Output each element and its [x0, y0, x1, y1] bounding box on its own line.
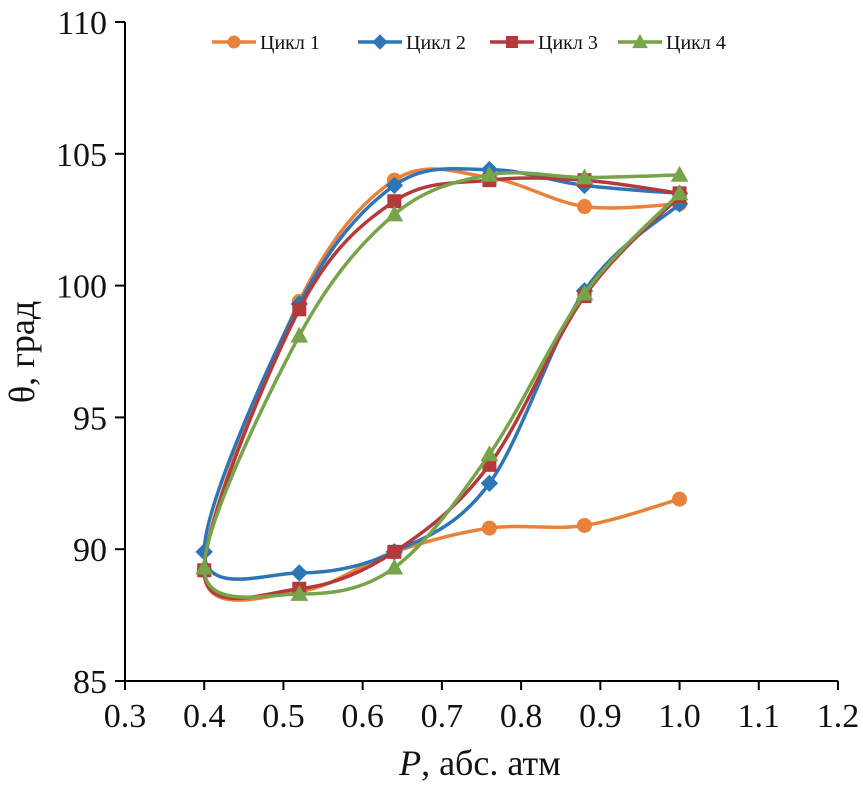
legend-item-1: Цикл 1	[212, 32, 320, 54]
y-tick-label: 110	[57, 5, 107, 42]
y-axis-title: θ, град	[2, 301, 42, 403]
x-tick-label: 0.3	[104, 698, 147, 735]
series-layer	[195, 160, 689, 602]
ticks: 0.3 0.4 0.5 0.6 0.7 0.8 0.9 1.0 1.1 1.2 85 90 95 100 1…	[56, 5, 859, 735]
x-tick-label: 0.9	[579, 698, 622, 735]
x-tick-label: 1.0	[658, 698, 701, 735]
x-tick-label: 0.7	[421, 698, 464, 735]
series-2-point	[480, 474, 499, 493]
legend-label: Цикл 3	[538, 32, 598, 54]
series-4-point	[480, 445, 499, 462]
series-2-point	[385, 176, 404, 195]
series-4-point	[385, 558, 404, 575]
x-tick-label: 0.5	[262, 698, 305, 735]
series-4	[195, 165, 689, 601]
x-tick-label: 0.8	[500, 698, 543, 735]
x-axis-title-unit: , абс. атм	[421, 743, 561, 783]
legend-item-3: Цикл 3	[490, 32, 598, 54]
series-4-point	[195, 558, 214, 575]
series-2-point	[290, 564, 308, 582]
x-axis-title: P, абс. атм	[398, 743, 561, 783]
series-3-line	[202, 176, 682, 600]
legend-marker	[632, 33, 648, 49]
y-tick-label: 105	[56, 137, 107, 174]
series-4-point	[480, 165, 499, 182]
x-tick-label: 0.6	[341, 698, 384, 735]
series-4-point	[290, 584, 309, 601]
legend-item-2: Цикл 2	[358, 32, 466, 54]
legend-item-4: Цикл 4	[618, 32, 726, 54]
series-4-line	[202, 170, 682, 599]
legend-marker	[372, 34, 388, 50]
series-1-point	[576, 517, 592, 533]
x-tick-label: 1.2	[817, 698, 860, 735]
x-axis-title-variable: P	[398, 743, 421, 783]
legend-label: Цикл 4	[666, 32, 726, 54]
series-1-point	[481, 520, 497, 536]
series-4-point	[385, 205, 404, 222]
series-1-point	[672, 491, 688, 507]
series-3-point	[292, 302, 307, 317]
legend-marker	[506, 36, 518, 48]
legend: Цикл 1 Цикл 2 Цикл 3 Цикл 4	[212, 32, 726, 54]
y-tick-label: 90	[73, 532, 107, 569]
legend-label: Цикл 2	[406, 32, 466, 54]
y-tick-label: 95	[73, 400, 107, 437]
series-4-point	[575, 168, 594, 185]
series-4-point	[670, 165, 689, 182]
series-1	[196, 167, 688, 602]
series-1-point	[576, 199, 592, 215]
series-4-point	[290, 326, 309, 343]
legend-marker	[227, 35, 241, 49]
x-tick-label: 0.4	[183, 698, 226, 735]
y-tick-label: 100	[56, 269, 107, 306]
series-4-point	[575, 284, 594, 301]
y-tick-label: 85	[73, 664, 107, 701]
legend-label: Цикл 1	[260, 32, 320, 54]
series-3	[197, 173, 687, 600]
series-3-point	[387, 544, 402, 559]
series-4-point	[670, 184, 689, 201]
x-tick-label: 1.1	[738, 698, 781, 735]
axes	[124, 22, 838, 682]
